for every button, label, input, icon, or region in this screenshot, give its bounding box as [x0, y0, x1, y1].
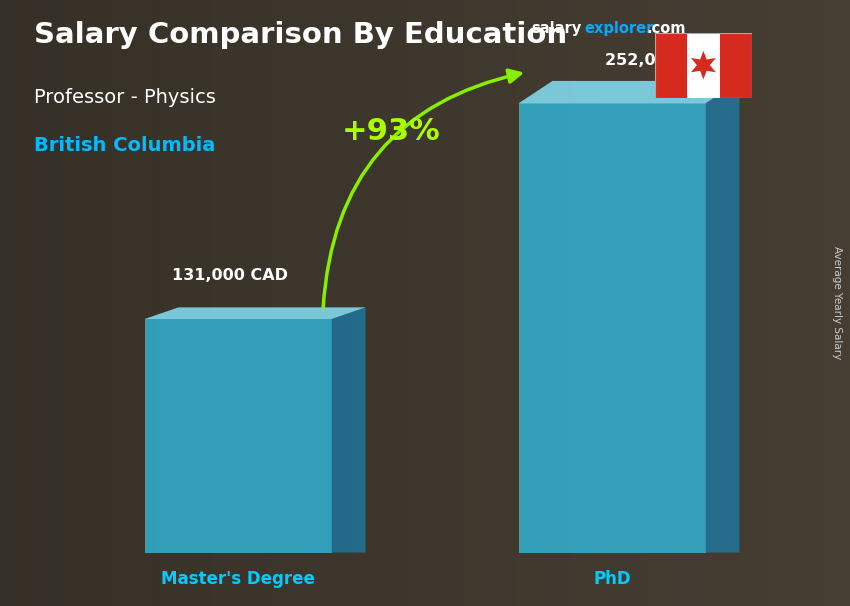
- Text: Salary Comparison By Education: Salary Comparison By Education: [34, 21, 567, 49]
- Polygon shape: [720, 33, 752, 98]
- Text: British Columbia: British Columbia: [34, 136, 215, 155]
- Text: Professor - Physics: Professor - Physics: [34, 88, 216, 107]
- Polygon shape: [654, 33, 752, 98]
- Text: +93%: +93%: [342, 116, 440, 145]
- Text: PhD: PhD: [593, 570, 631, 588]
- Polygon shape: [144, 307, 366, 319]
- Text: salary: salary: [531, 21, 581, 36]
- Polygon shape: [691, 51, 716, 79]
- Text: 131,000 CAD: 131,000 CAD: [172, 268, 287, 284]
- Text: .com: .com: [646, 21, 685, 36]
- Text: Master's Degree: Master's Degree: [161, 570, 315, 588]
- Polygon shape: [706, 81, 740, 553]
- Polygon shape: [654, 33, 687, 98]
- Text: 252,000 CAD: 252,000 CAD: [605, 53, 721, 68]
- Text: explorer: explorer: [584, 21, 654, 36]
- Polygon shape: [518, 104, 706, 553]
- Polygon shape: [144, 319, 332, 553]
- Polygon shape: [332, 307, 366, 553]
- Text: Average Yearly Salary: Average Yearly Salary: [832, 247, 842, 359]
- Polygon shape: [518, 81, 740, 104]
